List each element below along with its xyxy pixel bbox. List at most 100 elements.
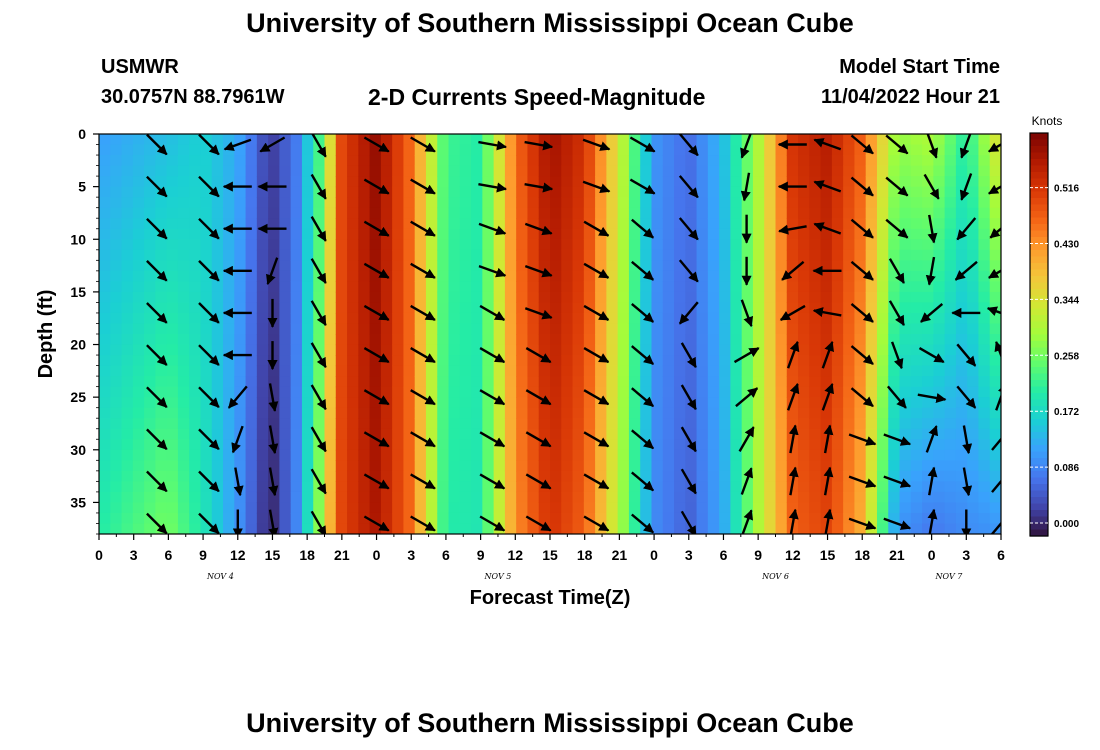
heat-cell: [922, 407, 934, 419]
heat-cell: [854, 365, 867, 377]
heat-cell: [583, 186, 596, 198]
heat-cell: [493, 428, 506, 440]
heat-cell: [132, 239, 145, 251]
heat-cell: [809, 207, 822, 219]
current-arrow: [363, 136, 390, 153]
heat-cell: [595, 512, 607, 525]
heat-cell: [764, 270, 777, 282]
heat-cell: [798, 312, 810, 325]
heat-cell: [110, 302, 123, 314]
heat-cell: [482, 155, 495, 167]
heat-cell: [448, 502, 461, 514]
heat-cell: [617, 291, 630, 304]
heat-cell: [132, 302, 145, 314]
heat-cell: [527, 228, 540, 240]
heat-cell: [595, 449, 607, 461]
heat-cell: [369, 407, 382, 419]
heat-cell: [144, 512, 156, 525]
heat-cell: [572, 312, 585, 325]
heat-cell: [110, 481, 123, 493]
heat-cell: [392, 270, 405, 282]
heat-cell: [831, 323, 844, 335]
current-arrow: [583, 262, 610, 279]
heat-cell: [425, 239, 438, 251]
heat-cell: [437, 355, 450, 367]
heat-cell: [876, 355, 889, 367]
heat-cell: [392, 386, 405, 398]
heat-cell: [223, 334, 235, 346]
heat-cell: [707, 365, 720, 377]
heat-cell: [888, 407, 901, 419]
heat-cell: [662, 323, 675, 335]
heat-cell: [944, 481, 957, 493]
heat-cell: [674, 481, 686, 493]
heat-cell: [234, 291, 247, 304]
heat-cell: [843, 512, 856, 525]
heat-cell: [211, 207, 224, 219]
x-tick-label: 12: [508, 547, 524, 563]
heat-cell: [380, 376, 393, 388]
colorbar-segment: [1030, 211, 1048, 219]
heat-cell: [719, 302, 731, 314]
heat-cell: [392, 460, 405, 472]
current-arrow: [680, 468, 697, 495]
heat-cell: [166, 386, 179, 398]
heat-cell: [967, 502, 980, 514]
heat-cell: [437, 502, 450, 514]
heat-cell: [922, 291, 934, 304]
heat-cell: [392, 165, 405, 177]
heat-cell: [820, 165, 833, 177]
heat-cell: [809, 386, 822, 398]
heat-cell: [256, 186, 269, 198]
heat-cell: [628, 418, 641, 430]
heat-cell: [967, 144, 980, 156]
heat-cell: [144, 228, 156, 240]
heat-cell: [527, 186, 540, 198]
heat-cell: [504, 228, 517, 240]
heat-cell: [189, 323, 202, 335]
heat-cell: [132, 323, 145, 335]
heat-cell: [279, 165, 292, 177]
heat-cell: [752, 291, 765, 304]
heat-cell: [888, 155, 901, 167]
heat-cell: [347, 312, 359, 325]
heat-cell: [99, 218, 111, 230]
heat-cell: [177, 397, 190, 409]
heat-cell: [674, 386, 686, 398]
heat-cell: [121, 407, 134, 419]
heat-cell: [527, 323, 540, 335]
heat-cell: [730, 376, 743, 388]
heat-cell: [358, 428, 371, 440]
heat-cell: [764, 134, 777, 146]
heat-cell: [121, 260, 134, 272]
heat-cell: [967, 197, 980, 209]
heat-cell: [369, 397, 382, 409]
heat-cell: [313, 207, 326, 219]
heat-cell: [651, 165, 664, 177]
heat-cell: [550, 470, 562, 482]
heat-cell: [798, 281, 810, 293]
heat-cell: [775, 218, 788, 230]
heat-cell: [268, 407, 280, 419]
heat-cell: [865, 502, 878, 514]
colorbar-segment: [1030, 250, 1048, 258]
heat-cell: [786, 197, 799, 209]
heat-cell: [527, 155, 540, 167]
heat-cell: [380, 260, 393, 272]
heat-cell: [459, 407, 472, 419]
heat-cell: [798, 355, 810, 367]
heat-cell: [527, 197, 540, 209]
heat-cell: [166, 344, 179, 356]
heat-cell: [583, 407, 596, 419]
current-arrow: [198, 386, 220, 408]
heat-cell: [301, 344, 314, 356]
heat-cell: [200, 312, 213, 325]
heat-cell: [177, 144, 190, 156]
heat-cell: [707, 249, 720, 261]
heat-cell: [538, 460, 551, 472]
heat-cell: [922, 144, 934, 156]
heat-cell: [234, 512, 247, 525]
heat-cell: [944, 491, 957, 504]
heat-cell: [358, 407, 371, 419]
heat-cell: [910, 449, 923, 461]
